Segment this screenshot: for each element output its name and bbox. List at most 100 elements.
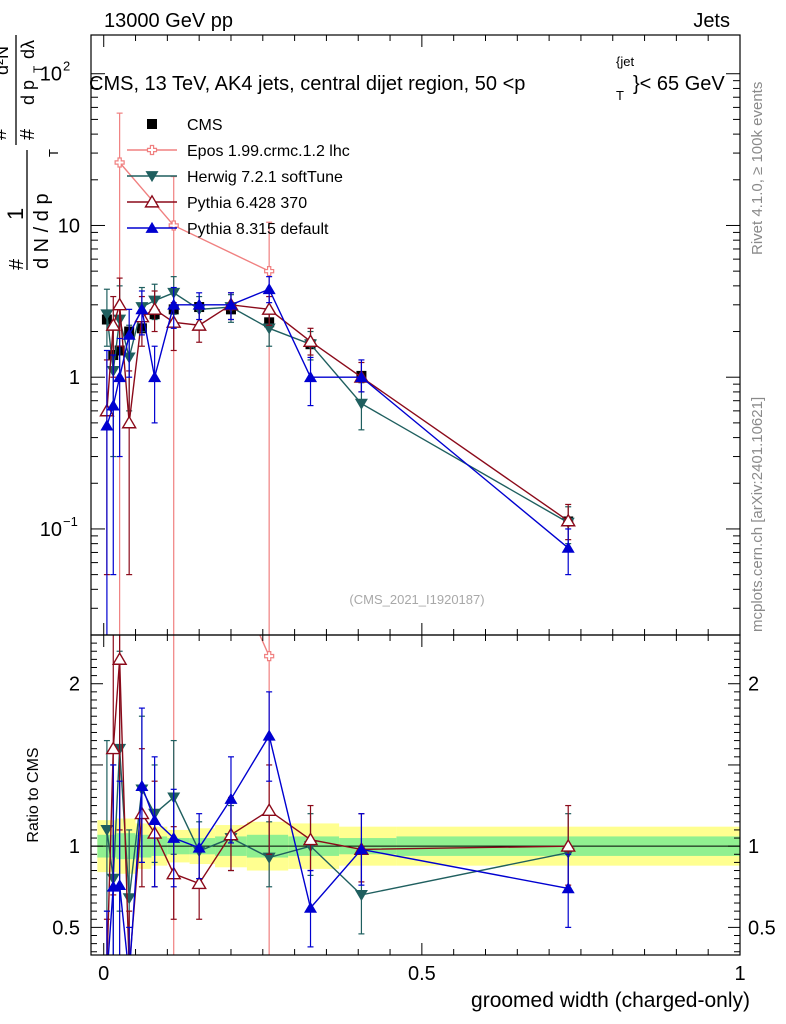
ytick-label-ratio-right-0: 0.5: [748, 917, 776, 939]
ytick-label-ratio-left-1: 1: [69, 836, 80, 858]
point-herwig-11: [354, 398, 368, 410]
legend-item-pythia8: Pythia 8.315 default: [127, 221, 329, 238]
ytick-label-main-base-3: 10: [40, 64, 62, 86]
point-pythia6-3: [121, 415, 137, 429]
ratio-point-pythia6-7: [191, 875, 207, 890]
ylabel-sub-T-2: T: [31, 65, 45, 73]
xtick-label-0: 0: [98, 963, 109, 985]
ylabel-dN-dpT: d N / d p: [31, 193, 53, 269]
ratio-point-epos-2: [264, 651, 275, 662]
legend: CMS Epos 1.99.crmc.1.2 lhc Herwig 7.2.1 so…: [127, 117, 350, 238]
ratio-point-pythia6-12: [560, 838, 576, 852]
point-herwig-0: [100, 309, 114, 321]
ylabel-hash-3: #: [17, 128, 39, 140]
point-pythia8-4: [135, 303, 149, 315]
legend-label-cms: CMS: [187, 117, 223, 134]
legend-marker-cms: [147, 119, 157, 129]
ylabel-dlambda: dλ: [18, 40, 38, 59]
side-text-rivet: Rivet 4.1.0, ≥ 100k events: [749, 82, 766, 255]
ratio-point-pythia8-12: [561, 882, 575, 894]
header-right: Jets: [693, 10, 730, 32]
point-herwig-9: [262, 323, 276, 335]
ylabel-sub-T-1: T: [46, 149, 61, 157]
series-pythia8: [100, 276, 575, 635]
xtick-label-2: 1: [734, 963, 745, 985]
ratio-plot-series: [100, 635, 576, 955]
ytick-label-main-base-0: 10: [40, 519, 62, 541]
main-plot-series: [99, 112, 576, 635]
ratio-point-pythia8-6: [167, 831, 181, 843]
point-epos-2: [264, 266, 275, 277]
point-pythia8-7: [192, 298, 206, 310]
point-pythia8-9: [262, 283, 276, 295]
ratio-point-pythia8-11: [354, 843, 368, 855]
point-pythia8-12: [561, 541, 575, 553]
ratio-plot-frame: [90, 634, 741, 956]
ylabel-hash-2: #: [0, 128, 11, 140]
point-pythia6-12: [560, 513, 576, 527]
ytick-label-main-1: 1: [69, 367, 80, 389]
ytick-label-ratio-right-2: 2: [748, 674, 759, 696]
plot-title-subscript: T: [616, 88, 624, 103]
ratio-point-herwig-11: [354, 890, 368, 902]
point-pythia8-6: [167, 298, 181, 310]
header-left: 13000 GeV pp: [104, 10, 233, 32]
ytick-label-ratio-left-0: 0.5: [52, 917, 80, 939]
legend-item-epos: Epos 1.99.crmc.1.2 lhc: [127, 143, 350, 160]
ratio-point-pythia8-7: [192, 841, 206, 853]
side-text-mcplots: mcplots.cern.ch [arXiv:2401.10621]: [749, 397, 766, 632]
ratio-series-pythia8: [103, 691, 575, 955]
plot-title: CMS, 13 TeV, AK4 jets, central dijet reg…: [89, 54, 725, 103]
ratio-point-pythia8-10: [304, 901, 318, 913]
point-epos-0: [114, 157, 125, 168]
ratio-point-pythia8-9: [262, 729, 276, 741]
legend-marker-epos: [146, 144, 158, 156]
analysis-watermark: (CMS_2021_I1920187): [349, 592, 484, 607]
ratio-point-pythia8-8: [224, 792, 238, 804]
ytick-label-main-exp-0: −1: [63, 514, 78, 529]
ylabel-one: 1: [3, 208, 28, 220]
legend-item-cms: CMS: [147, 117, 223, 134]
ratio-point-pythia6-2: [111, 651, 128, 665]
legend-label-pythia6: Pythia 6.428 370: [187, 195, 307, 212]
ytick-label-main-exp-3: 2: [63, 59, 70, 74]
ytick-label-main-2: 10: [58, 215, 80, 237]
point-pythia8-3: [122, 328, 136, 340]
ratio-y-axis-label: Ratio to CMS: [25, 747, 42, 842]
ratio-point-herwig-9: [262, 852, 276, 864]
legend-item-herwig: Herwig 7.2.1 softTune: [127, 169, 343, 186]
point-pythia6-10: [302, 333, 319, 348]
xtick-label-1: 0.5: [408, 963, 436, 985]
point-pythia6-7: [191, 317, 207, 331]
ylabel-dpT: d p: [18, 80, 38, 105]
ratio-point-pythia8-5: [148, 814, 162, 826]
point-pythia6-5: [146, 301, 163, 315]
plot-title-main: CMS, 13 TeV, AK4 jets, central dijet reg…: [89, 73, 525, 95]
ratio-point-pythia6-9: [261, 802, 277, 817]
plot-title-superscript: {jet: [616, 54, 634, 69]
main-y-axis-label: # 1 d N / d p T # d²N # d p T dλ: [0, 35, 61, 270]
legend-label-epos: Epos 1.99.crmc.1.2 lhc: [187, 143, 350, 160]
legend-item-pythia6: Pythia 6.428 370: [127, 194, 307, 212]
point-epos-1: [168, 220, 179, 231]
point-pythia8-8: [224, 298, 238, 310]
legend-label-herwig: Herwig 7.2.1 softTune: [187, 169, 343, 186]
ytick-label-ratio-right-1: 1: [748, 836, 759, 858]
x-axis-label: groomed width (charged-only): [471, 989, 750, 1012]
ratio-point-pythia8-4: [135, 779, 149, 791]
point-pythia6-9: [261, 301, 277, 315]
axis-ticks: [91, 35, 741, 955]
legend-marker-herwig: [145, 171, 159, 183]
ratio-point-herwig-0: [100, 825, 114, 837]
point-pythia8-0: [100, 419, 114, 431]
ytick-label-ratio-left-2: 2: [69, 674, 80, 696]
legend-marker-pythia6: [144, 194, 160, 208]
legend-label-pythia8: Pythia 8.315 default: [187, 221, 329, 238]
point-pythia8-1: [106, 399, 120, 411]
point-pythia8-10: [304, 371, 318, 383]
ratio-point-pythia8-2: [113, 878, 127, 891]
ratio-point-pythia6-10: [302, 832, 319, 846]
point-pythia8-2: [113, 371, 127, 383]
ylabel-d2N: d²N: [0, 46, 12, 75]
